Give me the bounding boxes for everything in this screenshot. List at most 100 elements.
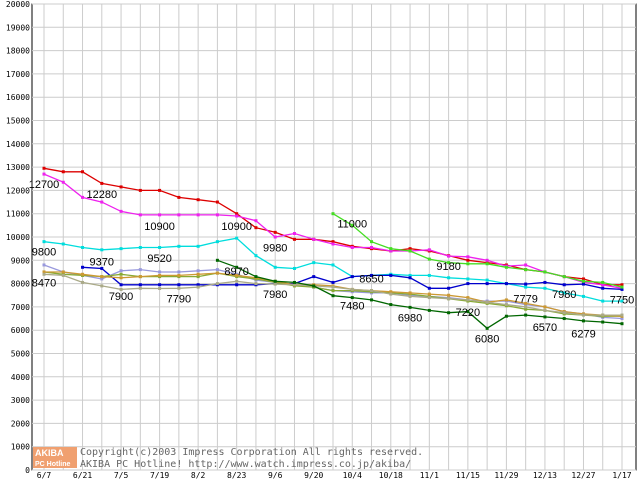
data-point: [466, 255, 470, 259]
logo-top: AKIBA: [35, 448, 64, 458]
data-point: [100, 266, 104, 270]
data-label: 6279: [571, 329, 595, 341]
data-point: [196, 285, 200, 289]
y-tick-label: 4000: [11, 373, 30, 382]
data-point: [138, 275, 142, 279]
data-point: [81, 280, 85, 284]
site-text: AKIBA PC Hotline! http://www.watch.impre…: [80, 459, 411, 470]
data-point: [331, 212, 335, 216]
data-point: [119, 185, 123, 189]
y-axis-ticks: 0 1000 2000 3000 4000 5000 6000 7000 8000 9000 100…: [6, 0, 30, 475]
y-tick-label: 1000: [11, 443, 30, 452]
data-point: [81, 195, 85, 199]
data-point: [620, 299, 624, 303]
data-point: [312, 275, 316, 279]
data-point: [138, 213, 142, 217]
y-tick-label: 14000: [6, 140, 30, 149]
data-point: [524, 313, 528, 317]
data-point: [215, 200, 219, 204]
data-point: [254, 254, 258, 258]
x-tick-label: 11/1: [420, 471, 439, 480]
annotation-layer: 12700 12280 10900 10900 9980 11000 9800 9370 952…: [29, 179, 635, 345]
data-label: 8470: [32, 278, 56, 290]
data-point: [119, 247, 123, 251]
data-point: [543, 280, 547, 284]
data-point: [543, 305, 547, 309]
data-point: [158, 283, 162, 287]
data-point: [350, 245, 354, 249]
data-point: [427, 308, 431, 312]
data-point: [485, 300, 489, 304]
data-label: 9370: [90, 257, 114, 269]
y-tick-label: 7000: [11, 303, 30, 312]
data-point: [61, 270, 65, 274]
data-point: [350, 223, 354, 227]
data-point: [273, 282, 277, 286]
data-point: [177, 286, 181, 290]
data-point: [177, 244, 181, 248]
data-point: [61, 170, 65, 174]
data-point: [331, 289, 335, 293]
data-point: [466, 298, 470, 302]
data-point: [177, 270, 181, 274]
data-label: 7750: [610, 294, 634, 306]
data-point: [196, 244, 200, 248]
data-label: 10900: [221, 221, 252, 233]
data-point: [273, 279, 277, 283]
data-point: [427, 273, 431, 277]
data-point: [158, 188, 162, 192]
data-point: [138, 286, 142, 290]
data-point: [81, 170, 85, 174]
data-point: [138, 283, 142, 287]
data-label: 7980: [263, 289, 287, 301]
data-point: [447, 261, 451, 265]
data-point: [389, 290, 393, 294]
data-point: [427, 257, 431, 261]
data-point: [485, 262, 489, 266]
data-point: [408, 249, 412, 253]
data-point: [273, 235, 277, 239]
data-point: [273, 230, 277, 234]
data-point: [408, 291, 412, 295]
data-point: [389, 273, 393, 277]
data-point: [524, 268, 528, 272]
y-tick-label: 9000: [11, 256, 30, 265]
data-point: [601, 313, 605, 317]
data-label: 7220: [456, 307, 480, 319]
data-point: [215, 240, 219, 244]
data-label: 6570: [533, 322, 557, 334]
x-tick-label: 11/15: [456, 471, 480, 480]
data-point: [100, 181, 104, 185]
data-point: [447, 254, 451, 258]
data-point: [254, 275, 258, 279]
data-point: [370, 273, 374, 277]
data-label: 7779: [513, 294, 537, 306]
data-point: [408, 305, 412, 309]
data-point: [504, 298, 508, 302]
logo-badge: [33, 447, 77, 468]
data-point: [61, 242, 65, 246]
data-point: [254, 219, 258, 223]
data-point: [504, 265, 508, 269]
data-point: [601, 320, 605, 324]
data-point: [504, 314, 508, 318]
data-point: [331, 285, 335, 289]
grid-layer: [32, 3, 636, 471]
data-point: [447, 276, 451, 280]
data-point: [273, 265, 277, 269]
data-label: 8650: [359, 273, 383, 285]
data-point: [620, 322, 624, 326]
data-point: [524, 305, 528, 309]
data-point: [235, 265, 239, 269]
data-point: [235, 279, 239, 283]
y-tick-label: 10000: [6, 233, 30, 242]
data-point: [100, 284, 104, 288]
data-point: [331, 240, 335, 244]
data-point: [447, 286, 451, 290]
data-point: [562, 311, 566, 315]
data-point: [235, 273, 239, 277]
data-point: [158, 273, 162, 277]
data-point: [562, 317, 566, 321]
data-point: [138, 268, 142, 272]
data-label: 9180: [436, 261, 460, 273]
